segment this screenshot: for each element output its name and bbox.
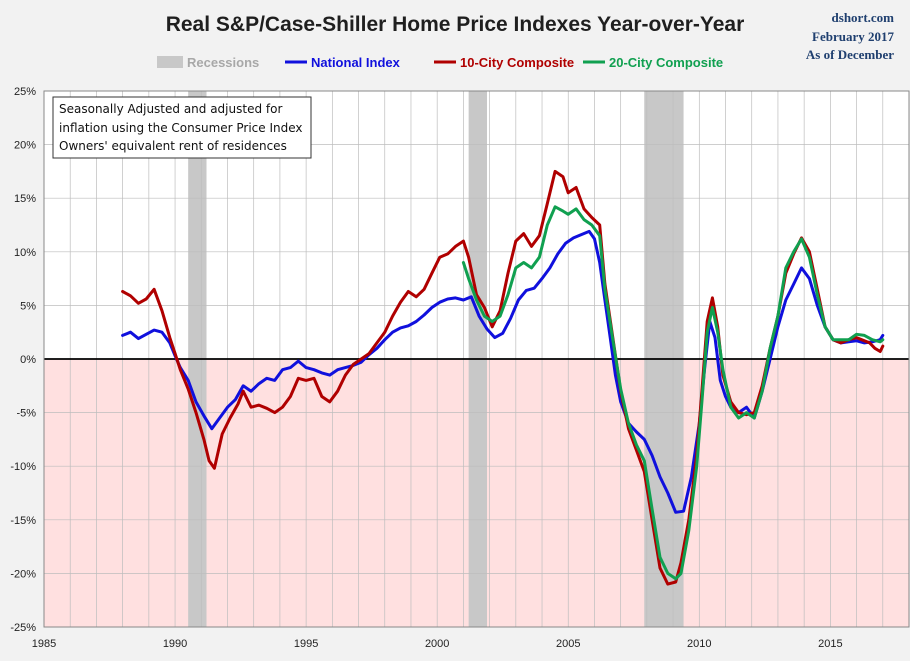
series-line-3 [461, 205, 885, 581]
legend-label-3: 20-City Composite [609, 55, 723, 70]
y-tick-label: -15% [10, 515, 36, 527]
y-tick-label: 5% [20, 300, 36, 312]
y-axis-ticks: -25% -20% -15% -10% -5% 0% 5% 10% 15% 20% 25% [10, 86, 36, 634]
source-date: February 2017 [812, 29, 894, 44]
y-tick-label: 20% [14, 140, 36, 152]
annotation-box: Seasonally Adjusted and adjusted for inf… [52, 96, 312, 159]
legend-label-2: 10-City Composite [460, 55, 574, 70]
y-tick-label: -10% [10, 461, 36, 473]
y-tick-label: -20% [10, 568, 36, 580]
x-tick-label: 1995 [294, 638, 318, 650]
y-tick-label: -25% [10, 622, 36, 634]
chart-title: Real S&P/Case-Shiller Home Price Indexes… [166, 13, 745, 36]
x-tick-label: 2005 [556, 638, 580, 650]
x-tick-label: 2015 [818, 638, 842, 650]
y-tick-label: 15% [14, 193, 36, 205]
source-site: dshort.com [832, 10, 895, 25]
source-as-of: As of December [806, 47, 894, 62]
y-tick-label: 25% [14, 86, 36, 98]
x-tick-label: 1990 [163, 638, 187, 650]
plot-area: -25% -20% -15% -10% -5% 0% 5% 10% 15% 20% 25% 1985… [10, 86, 910, 650]
x-axis-ticks: 1985 1990 1995 2000 2005 2010 2015 [32, 638, 843, 650]
legend-label-1: National Index [311, 55, 401, 70]
x-tick-label: 2010 [687, 638, 711, 650]
plot-border [43, 90, 910, 628]
y-tick-label: 10% [14, 247, 36, 259]
legend: Recessions National Index 10-City Composit… [157, 55, 723, 70]
y-tick-label: 0% [20, 354, 36, 366]
x-tick-label: 1985 [32, 638, 56, 650]
series-lines [121, 169, 885, 586]
annotation-line-1: Seasonally Adjusted and adjusted for [59, 102, 282, 116]
annotation-line-3: Owners' equivalent rent of residences [59, 139, 287, 153]
legend-swatch-recessions [157, 56, 183, 68]
x-tick-label: 2000 [425, 638, 449, 650]
annotation-line-2: inflation using the Consumer Price Index [59, 121, 303, 135]
legend-label-recessions: Recessions [187, 55, 259, 70]
y-tick-label: -5% [16, 408, 36, 420]
annotation-frame [52, 96, 312, 159]
